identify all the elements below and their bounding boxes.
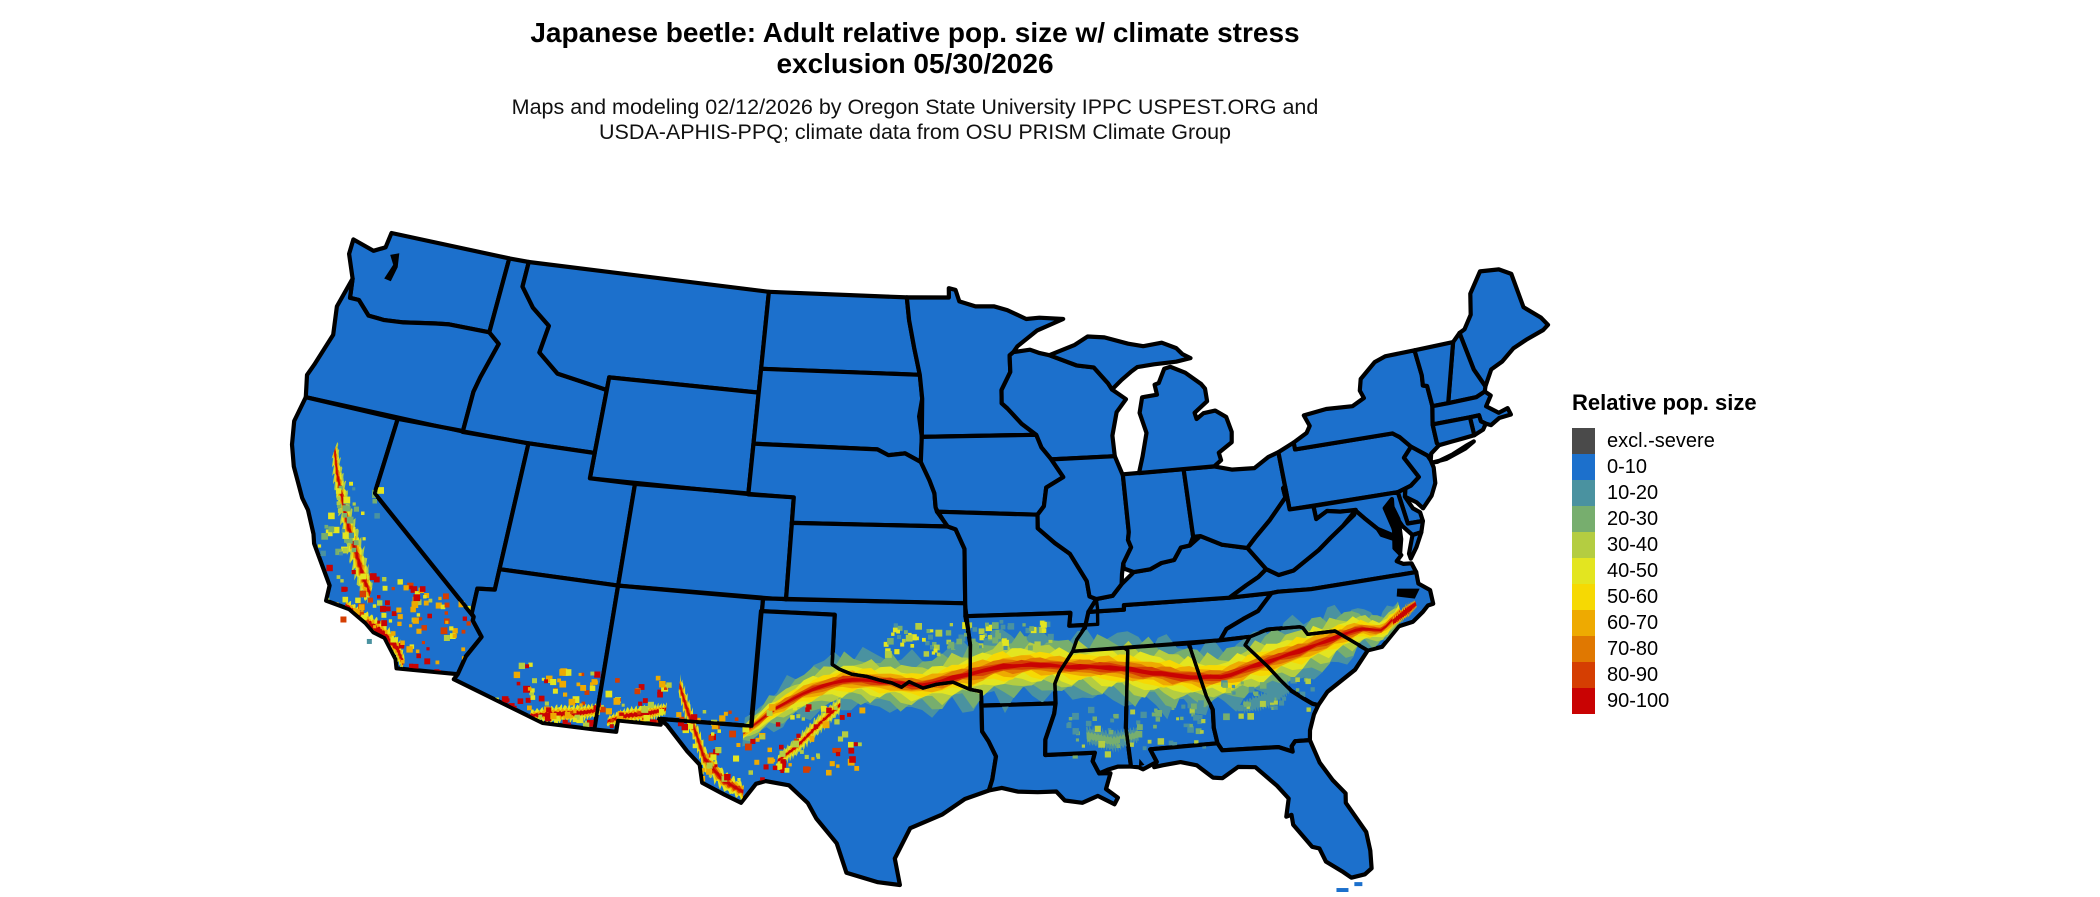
legend-swatch <box>1572 688 1595 714</box>
figure-header: Japanese beetle: Adult relative pop. siz… <box>0 0 1830 145</box>
map-subtitle-line1: Maps and modeling 02/12/2026 by Oregon S… <box>511 95 1319 119</box>
legend-item-label: 0-10 <box>1607 455 1648 478</box>
legend-item-label: excl.-severe <box>1607 429 1715 452</box>
legend-item-label: 90-100 <box>1607 689 1670 712</box>
legend-swatch <box>1572 610 1595 636</box>
map-subtitle-line2: USDA-APHIS-PPQ; climate data from OSU PR… <box>598 120 1232 144</box>
legend-item-label: 80-90 <box>1607 663 1659 686</box>
legend-item: 40-50 <box>1572 558 1757 584</box>
legend-item-label: 60-70 <box>1607 611 1659 634</box>
legend-item: excl.-severe <box>1572 428 1757 454</box>
legend-swatch <box>1572 532 1595 558</box>
legend-swatch <box>1572 506 1595 532</box>
legend-title: Relative pop. size <box>1572 390 1757 415</box>
legend-swatch <box>1572 662 1595 688</box>
legend-rows: excl.-severe 0-10 10-20 20-30 30-40 40-50 50-6… <box>1572 428 1757 714</box>
legend-item: 50-60 <box>1572 584 1757 610</box>
legend-item-label: 40-50 <box>1607 559 1659 582</box>
legend-swatch <box>1572 584 1595 610</box>
legend-item: 30-40 <box>1572 532 1757 558</box>
map-title-line1: Japanese beetle: Adult relative pop. siz… <box>530 17 1300 48</box>
legend-swatch <box>1572 480 1595 506</box>
map-title-line2: exclusion 05/30/2026 <box>776 48 1054 79</box>
legend-swatch <box>1572 454 1595 480</box>
us-map-figure <box>289 230 1551 893</box>
legend-item: 20-30 <box>1572 506 1757 532</box>
legend-item: 0-10 <box>1572 454 1757 480</box>
legend-item-label: 30-40 <box>1607 533 1659 556</box>
us-map <box>230 168 1560 893</box>
legend-item: 90-100 <box>1572 688 1757 714</box>
map-legend: Relative pop. size excl.-severe 0-10 10-20… <box>1572 390 1757 714</box>
legend-item: 10-20 <box>1572 480 1757 506</box>
legend-swatch <box>1572 636 1595 662</box>
legend-swatch <box>1572 428 1595 454</box>
legend-item: 70-80 <box>1572 636 1757 662</box>
legend-item: 60-70 <box>1572 610 1757 636</box>
legend-item-label: 50-60 <box>1607 585 1659 608</box>
legend-item-label: 20-30 <box>1607 507 1659 530</box>
legend-item-label: 10-20 <box>1607 481 1659 504</box>
legend-swatch <box>1572 558 1595 584</box>
legend-item-label: 70-80 <box>1607 637 1659 660</box>
legend-item: 80-90 <box>1572 662 1757 688</box>
